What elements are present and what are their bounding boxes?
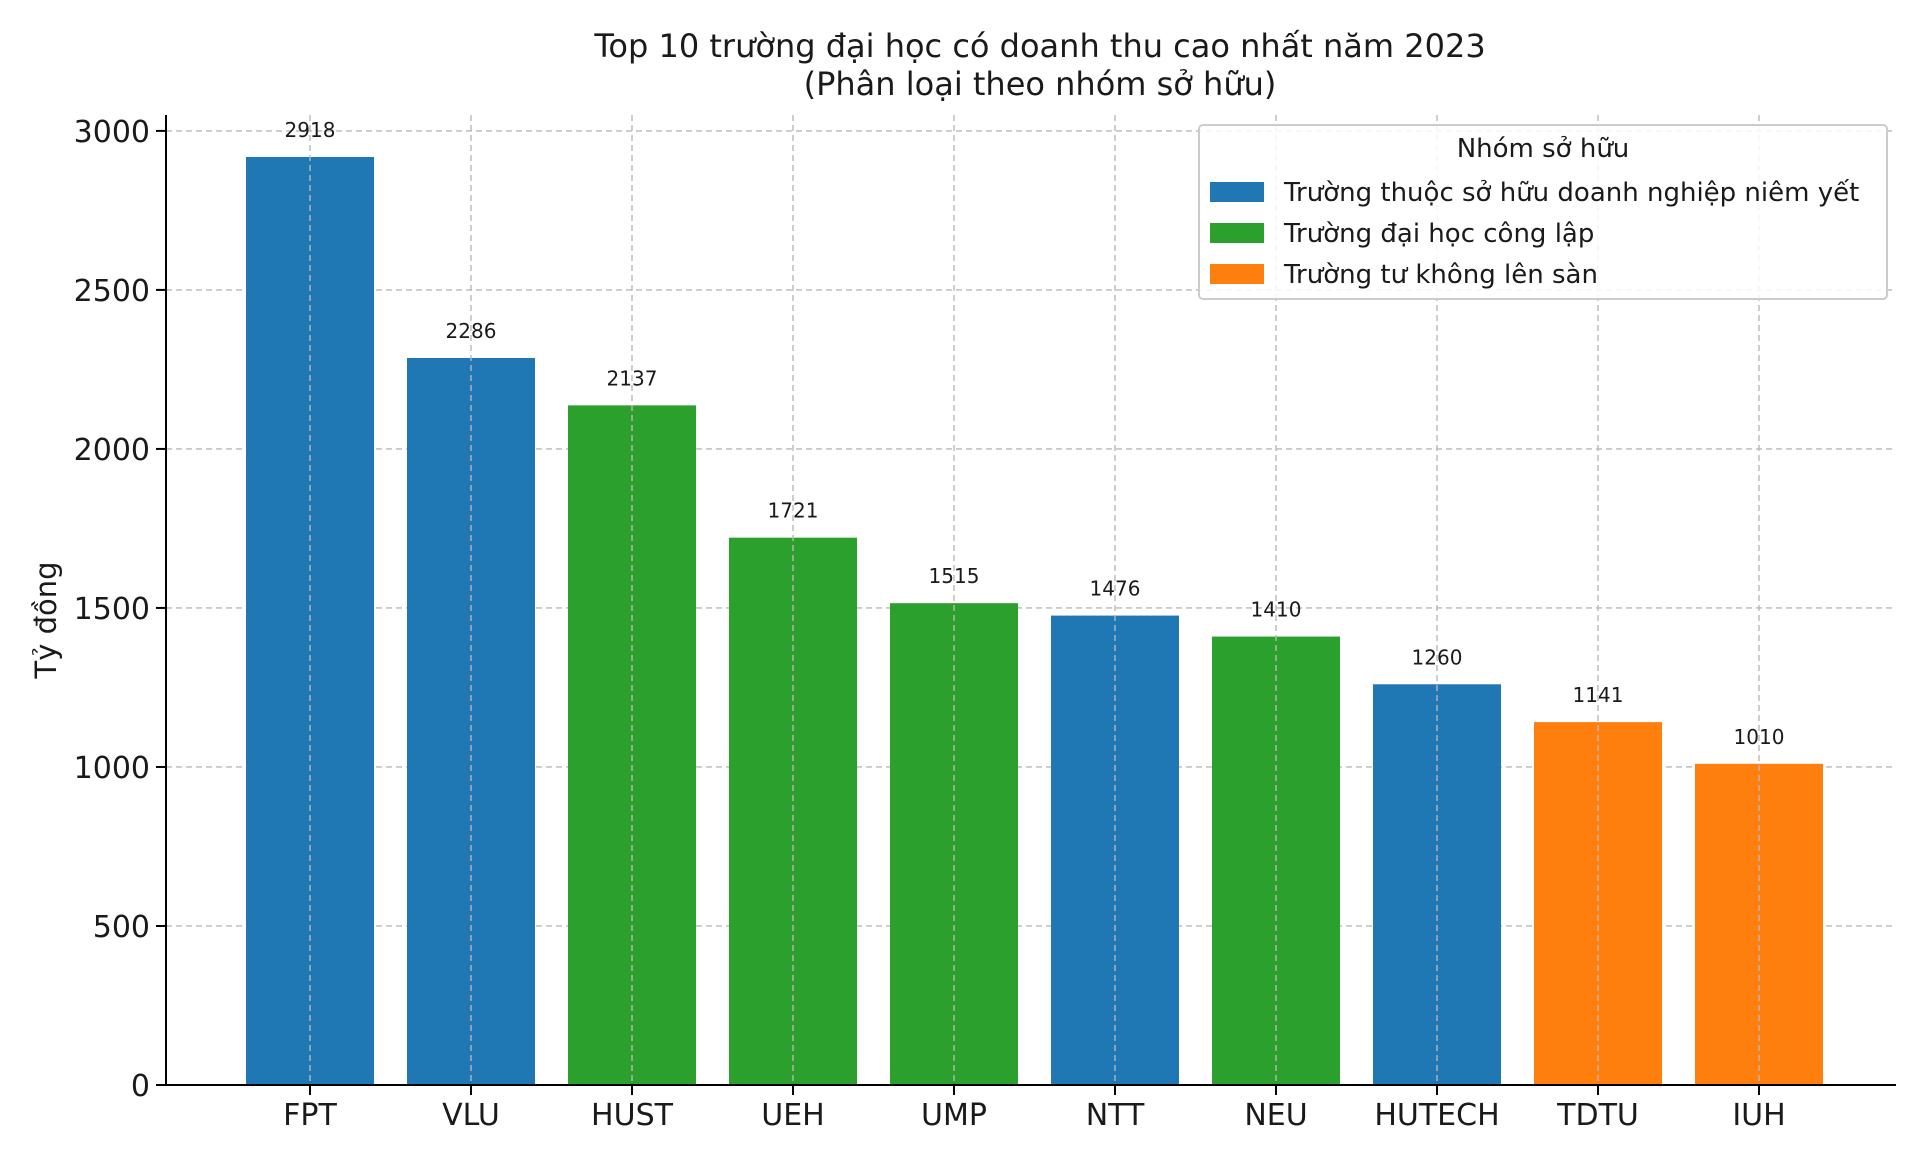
legend-label: Trường đại học công lập	[1283, 219, 1594, 249]
x-tick-label: UMP	[921, 1098, 987, 1133]
y-tick-label: 0	[131, 1069, 150, 1104]
y-axis-label: Tỷ đồng	[29, 561, 63, 679]
x-tick-label: TDTU	[1556, 1098, 1639, 1133]
x-tick-label: HUST	[591, 1098, 674, 1133]
x-tick-label: IUH	[1732, 1098, 1785, 1133]
axis-layer: 0 500 1000 1500 2000 2500 3000 FPT VLU HUST UEH UMP…	[74, 115, 1896, 1133]
bar-ump	[890, 603, 1018, 1085]
y-tick-label: 500	[93, 910, 150, 945]
data-label-iuh: 1010	[1734, 725, 1785, 749]
legend-swatch	[1210, 223, 1264, 243]
data-label-vlu: 2286	[446, 319, 497, 343]
data-label-fpt: 2918	[285, 118, 336, 142]
data-label-ntt: 1476	[1090, 577, 1141, 601]
y-tick-label: 1000	[74, 751, 150, 786]
data-label-ump: 1515	[929, 564, 980, 588]
data-label-hust: 2137	[607, 366, 658, 390]
y-tick-label: 2000	[74, 433, 150, 468]
chart-subtitle: (Phân loại theo nhóm sở hữu)	[804, 65, 1277, 103]
x-tick-label: NEU	[1244, 1098, 1307, 1133]
x-tick-label: HUTECH	[1374, 1098, 1499, 1133]
legend: Nhóm sở hữu Trường thuộc sở hữu doanh ng…	[1198, 124, 1888, 300]
legend-items: Trường thuộc sở hữu doanh nghiệp niêm yế…	[1210, 178, 1859, 290]
legend-swatch	[1210, 264, 1264, 284]
x-tick-label: UEH	[761, 1098, 824, 1133]
bar-hutech	[1373, 684, 1501, 1085]
y-tick-label: 3000	[74, 115, 150, 150]
bar-tdtu	[1534, 722, 1662, 1085]
x-tick-label: VLU	[442, 1098, 500, 1133]
chart-title: Top 10 trường đại học có doanh thu cao n…	[593, 27, 1485, 65]
legend-title: Nhóm sở hữu	[1457, 134, 1630, 164]
y-tick-label: 2500	[74, 274, 150, 309]
legend-label: Trường tư không lên sàn	[1283, 260, 1598, 290]
x-tick-label: NTT	[1086, 1098, 1145, 1133]
legend-label: Trường thuộc sở hữu doanh nghiệp niêm yế…	[1283, 178, 1859, 208]
y-tick-label: 1500	[74, 592, 150, 627]
legend-swatch	[1210, 182, 1264, 202]
label-layer: 2918 2286 2137 1721 1515 1476 1410 1260 1141 1010	[285, 118, 1785, 749]
x-tick-label: FPT	[283, 1098, 337, 1133]
data-label-tdtu: 1141	[1573, 683, 1624, 707]
data-label-neu: 1410	[1251, 598, 1302, 622]
legend-frame	[1198, 124, 1888, 300]
data-label-ueh: 1721	[768, 499, 819, 523]
data-label-hutech: 1260	[1412, 645, 1463, 669]
